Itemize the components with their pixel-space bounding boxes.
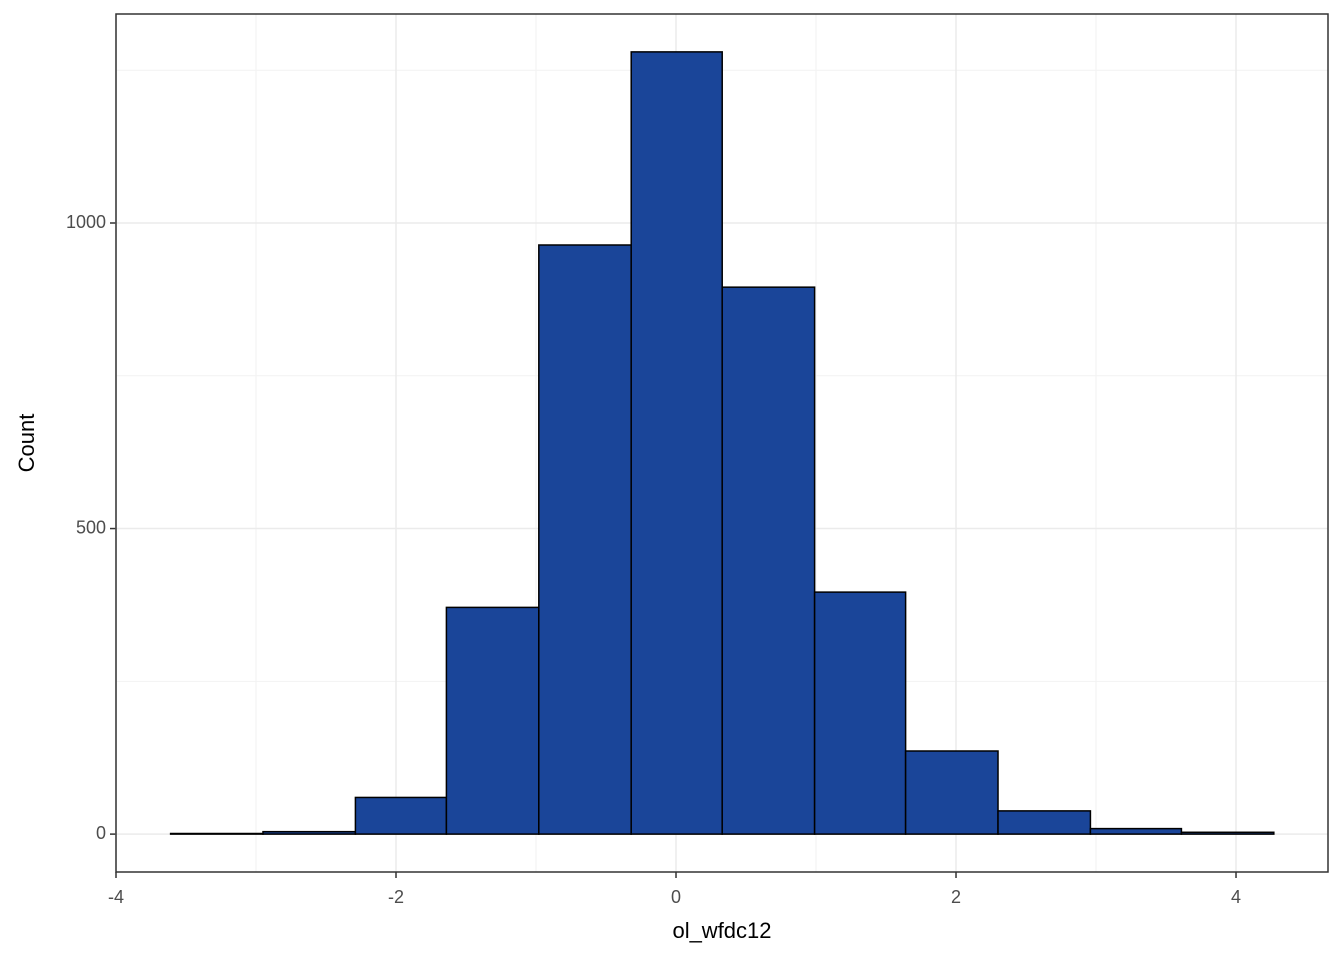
x-tick-label: -2 — [388, 887, 404, 907]
bar — [262, 830, 357, 835]
bar — [1180, 831, 1275, 835]
bar — [354, 796, 448, 835]
bar — [721, 286, 816, 835]
bar — [630, 51, 723, 835]
bar — [169, 832, 264, 835]
bar — [538, 244, 632, 835]
bar — [445, 606, 540, 835]
y-tick-label: 1000 — [66, 212, 106, 232]
y-axis-title: Count — [14, 414, 39, 473]
y-tick-label: 0 — [96, 823, 106, 843]
y-tick-label: 500 — [76, 517, 106, 537]
plot-border — [115, 13, 1329, 873]
bar — [997, 810, 1092, 835]
bar — [904, 750, 999, 835]
x-tick-label: 0 — [671, 887, 681, 907]
x-axis-title: ol_wfdc12 — [672, 918, 771, 943]
x-tick-label: -4 — [108, 887, 124, 907]
x-tick-label: 2 — [951, 887, 961, 907]
x-tick-label: 4 — [1231, 887, 1241, 907]
bar — [813, 591, 907, 835]
bar — [1089, 827, 1183, 835]
